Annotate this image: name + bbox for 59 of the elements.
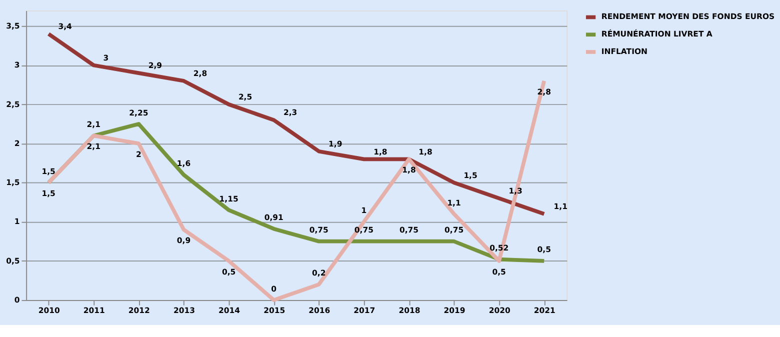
data-label: 1,8 [374, 147, 388, 156]
x-tick-label: 2011 [83, 306, 105, 316]
data-label: 0,91 [264, 213, 284, 222]
data-label: 1,5 [42, 166, 56, 176]
x-tick-label: 2019 [444, 306, 466, 316]
x-tick-label: 2021 [534, 306, 556, 316]
x-tick-label: 2016 [308, 306, 330, 316]
data-label: 0,75 [354, 226, 374, 235]
x-tick-label: 2017 [354, 306, 376, 316]
data-label: 2,9 [148, 61, 162, 70]
data-label: 0,52 [490, 244, 509, 253]
data-label: 0,75 [399, 226, 419, 235]
data-label: 3,4 [58, 22, 73, 32]
x-tick-label: 2012 [128, 306, 150, 316]
data-label: 1,1 [554, 202, 568, 212]
data-label: 2,8 [537, 87, 551, 96]
x-tick-label: 2013 [173, 306, 195, 316]
data-label: 0,5 [492, 267, 506, 276]
y-tick-label: 1,5 [6, 178, 20, 188]
data-label: 1,3 [508, 186, 522, 196]
x-tick-label: 2015 [264, 306, 286, 316]
data-label: 2,1 [86, 142, 100, 152]
data-label: 1,9 [328, 140, 342, 149]
legend-label: RÉMUNÉRATION LIVRET A [601, 28, 712, 39]
x-tick-label: 2014 [218, 306, 241, 316]
data-label: 1,15 [219, 194, 238, 204]
y-tick-label: 2 [14, 138, 20, 148]
data-label: 0,9 [176, 236, 191, 246]
data-label: 1,8 [418, 147, 432, 156]
data-label: 1 [361, 206, 367, 216]
data-label: 0,5 [222, 267, 236, 276]
x-tick-label: 2018 [398, 306, 420, 316]
data-label: 2,3 [283, 108, 298, 118]
data-label: 1,1 [447, 198, 461, 208]
data-label: 3 [103, 53, 109, 62]
y-tick-label: 1 [14, 217, 20, 226]
data-label: 2 [136, 150, 142, 160]
data-label: 1,5 [42, 189, 56, 198]
y-tick-label: 3,5 [6, 22, 20, 31]
data-label: 0,75 [444, 226, 464, 235]
data-label: 1,6 [176, 159, 191, 168]
y-tick-label: 2,5 [6, 100, 20, 109]
data-label: 2,5 [238, 92, 252, 102]
data-label: 1,8 [402, 166, 416, 175]
data-label: 2,1 [86, 120, 100, 130]
data-label: 1,5 [464, 170, 478, 180]
data-label: 2,8 [193, 69, 208, 78]
y-tick-label: 0,5 [6, 256, 20, 266]
data-label: 0,2 [312, 268, 326, 278]
legend-label: RENDEMENT MOYEN DES FONDS EUROS [601, 12, 775, 22]
x-tick-label: 2020 [488, 306, 510, 316]
data-label: 2,25 [129, 108, 148, 118]
data-label: 0,5 [537, 245, 551, 254]
data-label: 0,75 [309, 226, 328, 235]
y-tick-label: 0 [14, 295, 20, 304]
y-tick-label: 3 [14, 60, 20, 70]
legend-label: INFLATION [601, 46, 648, 56]
data-label: 0 [271, 284, 277, 294]
x-tick-label: 2010 [38, 306, 60, 316]
